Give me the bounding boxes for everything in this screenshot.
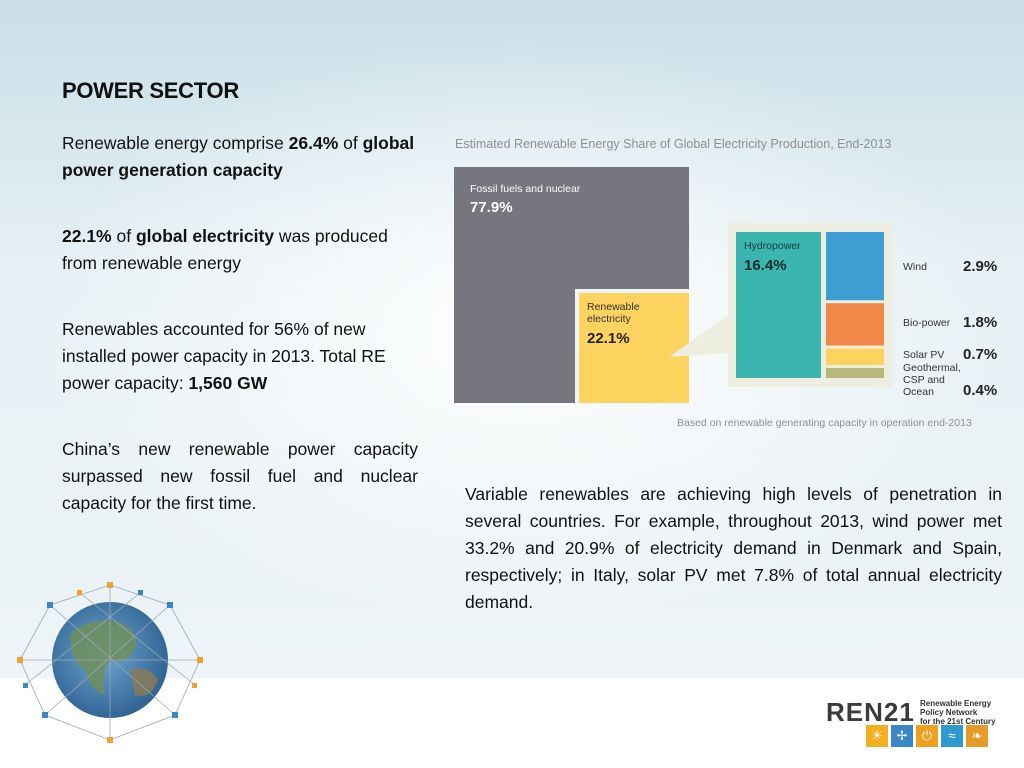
callout-connector bbox=[669, 315, 728, 357]
slide-title: POWER SECTOR bbox=[62, 78, 239, 103]
logo-tagline: Renewable Energy Policy Network for the … bbox=[920, 699, 996, 726]
waves-icon: ≈ bbox=[941, 725, 963, 747]
legend-label-line: Ocean bbox=[903, 386, 934, 398]
bullet-paragraph: Renewables accounted for 56% of new inst… bbox=[62, 316, 418, 397]
ren21-logo: REN21 Renewable Energy Policy Network fo… bbox=[826, 697, 1006, 752]
bar-bio-power bbox=[826, 303, 884, 346]
emphasis-text: global electricity bbox=[135, 226, 275, 246]
emphasis-text: global power generation capacity bbox=[62, 133, 415, 180]
emphasis-text: 26.4% bbox=[288, 133, 339, 153]
value-hydropower: 16.4% bbox=[744, 257, 787, 274]
chart-title: Estimated Renewable Energy Share of Glob… bbox=[455, 137, 892, 151]
legend-value-2: 1.8% bbox=[963, 314, 997, 331]
legend-value-1: 2.9% bbox=[963, 258, 997, 275]
body-text: Renewables accounted for 56% of new inst… bbox=[62, 319, 386, 393]
value-fossil: 77.9% bbox=[470, 199, 513, 216]
bar-geothermal-csp-and-ocean bbox=[826, 368, 884, 378]
label-renewable-line: Renewable bbox=[587, 301, 640, 313]
legend-label-3: Solar PV bbox=[903, 349, 944, 361]
left-column-text: Renewable energy comprise 26.4% of globa… bbox=[62, 130, 418, 556]
legend-label-1: Wind bbox=[903, 261, 927, 273]
logo-wordmark: REN21 bbox=[826, 697, 915, 727]
right-paragraph: Variable renewables are achieving high l… bbox=[465, 484, 1002, 612]
leaf-icon: ❧ bbox=[966, 725, 988, 747]
label-renewable-line: electricity bbox=[587, 313, 632, 325]
wind-turbine-icon: ✢ bbox=[891, 725, 913, 747]
emphasis-text: 22.1% bbox=[62, 226, 112, 246]
legend-label-4: Geothermal, CSP and Ocean bbox=[903, 362, 961, 398]
bar-hydropower bbox=[736, 232, 821, 378]
body-text: of bbox=[111, 226, 136, 246]
legend-value-4: 0.4% bbox=[963, 382, 997, 399]
bar-solar-pv bbox=[826, 348, 884, 366]
body-text: of bbox=[338, 133, 363, 153]
footer-band bbox=[0, 678, 1024, 768]
legend-label-line: CSP and bbox=[903, 374, 945, 386]
bullet-paragraph: China’s new renewable power capacity sur… bbox=[62, 436, 418, 517]
bar-renewable bbox=[579, 293, 689, 403]
label-hydropower: Hydropower bbox=[744, 240, 801, 252]
body-text: China’s new renewable power capacity sur… bbox=[62, 439, 418, 513]
bullet-paragraph: Renewable energy comprise 26.4% of globa… bbox=[62, 130, 418, 184]
power-icon: ⏻ bbox=[916, 725, 938, 747]
chart-footnote: Based on renewable generating capacity i… bbox=[677, 417, 972, 429]
label-fossil: Fossil fuels and nuclear bbox=[470, 183, 581, 195]
label-renewable: Renewable electricity bbox=[587, 301, 640, 325]
bar-wind bbox=[826, 232, 884, 301]
legend-label-2: Bio-power bbox=[903, 317, 951, 329]
body-text: Renewable energy comprise bbox=[62, 133, 289, 153]
body-text: was produced from renewable energy bbox=[62, 226, 388, 273]
legend-label-line: Geothermal, bbox=[903, 362, 961, 374]
sun-icon: ☀ bbox=[866, 725, 888, 747]
logo-icon-row: ☀ ✢ ⏻ ≈ ❧ bbox=[866, 725, 988, 747]
legend-value-3: 0.7% bbox=[963, 346, 997, 363]
emphasis-text: 1,560 GW bbox=[188, 373, 268, 393]
value-renewable: 22.1% bbox=[587, 330, 630, 347]
bullet-paragraph: 22.1% of global electricity was produced… bbox=[62, 223, 418, 277]
globe-network-icon bbox=[17, 582, 203, 743]
